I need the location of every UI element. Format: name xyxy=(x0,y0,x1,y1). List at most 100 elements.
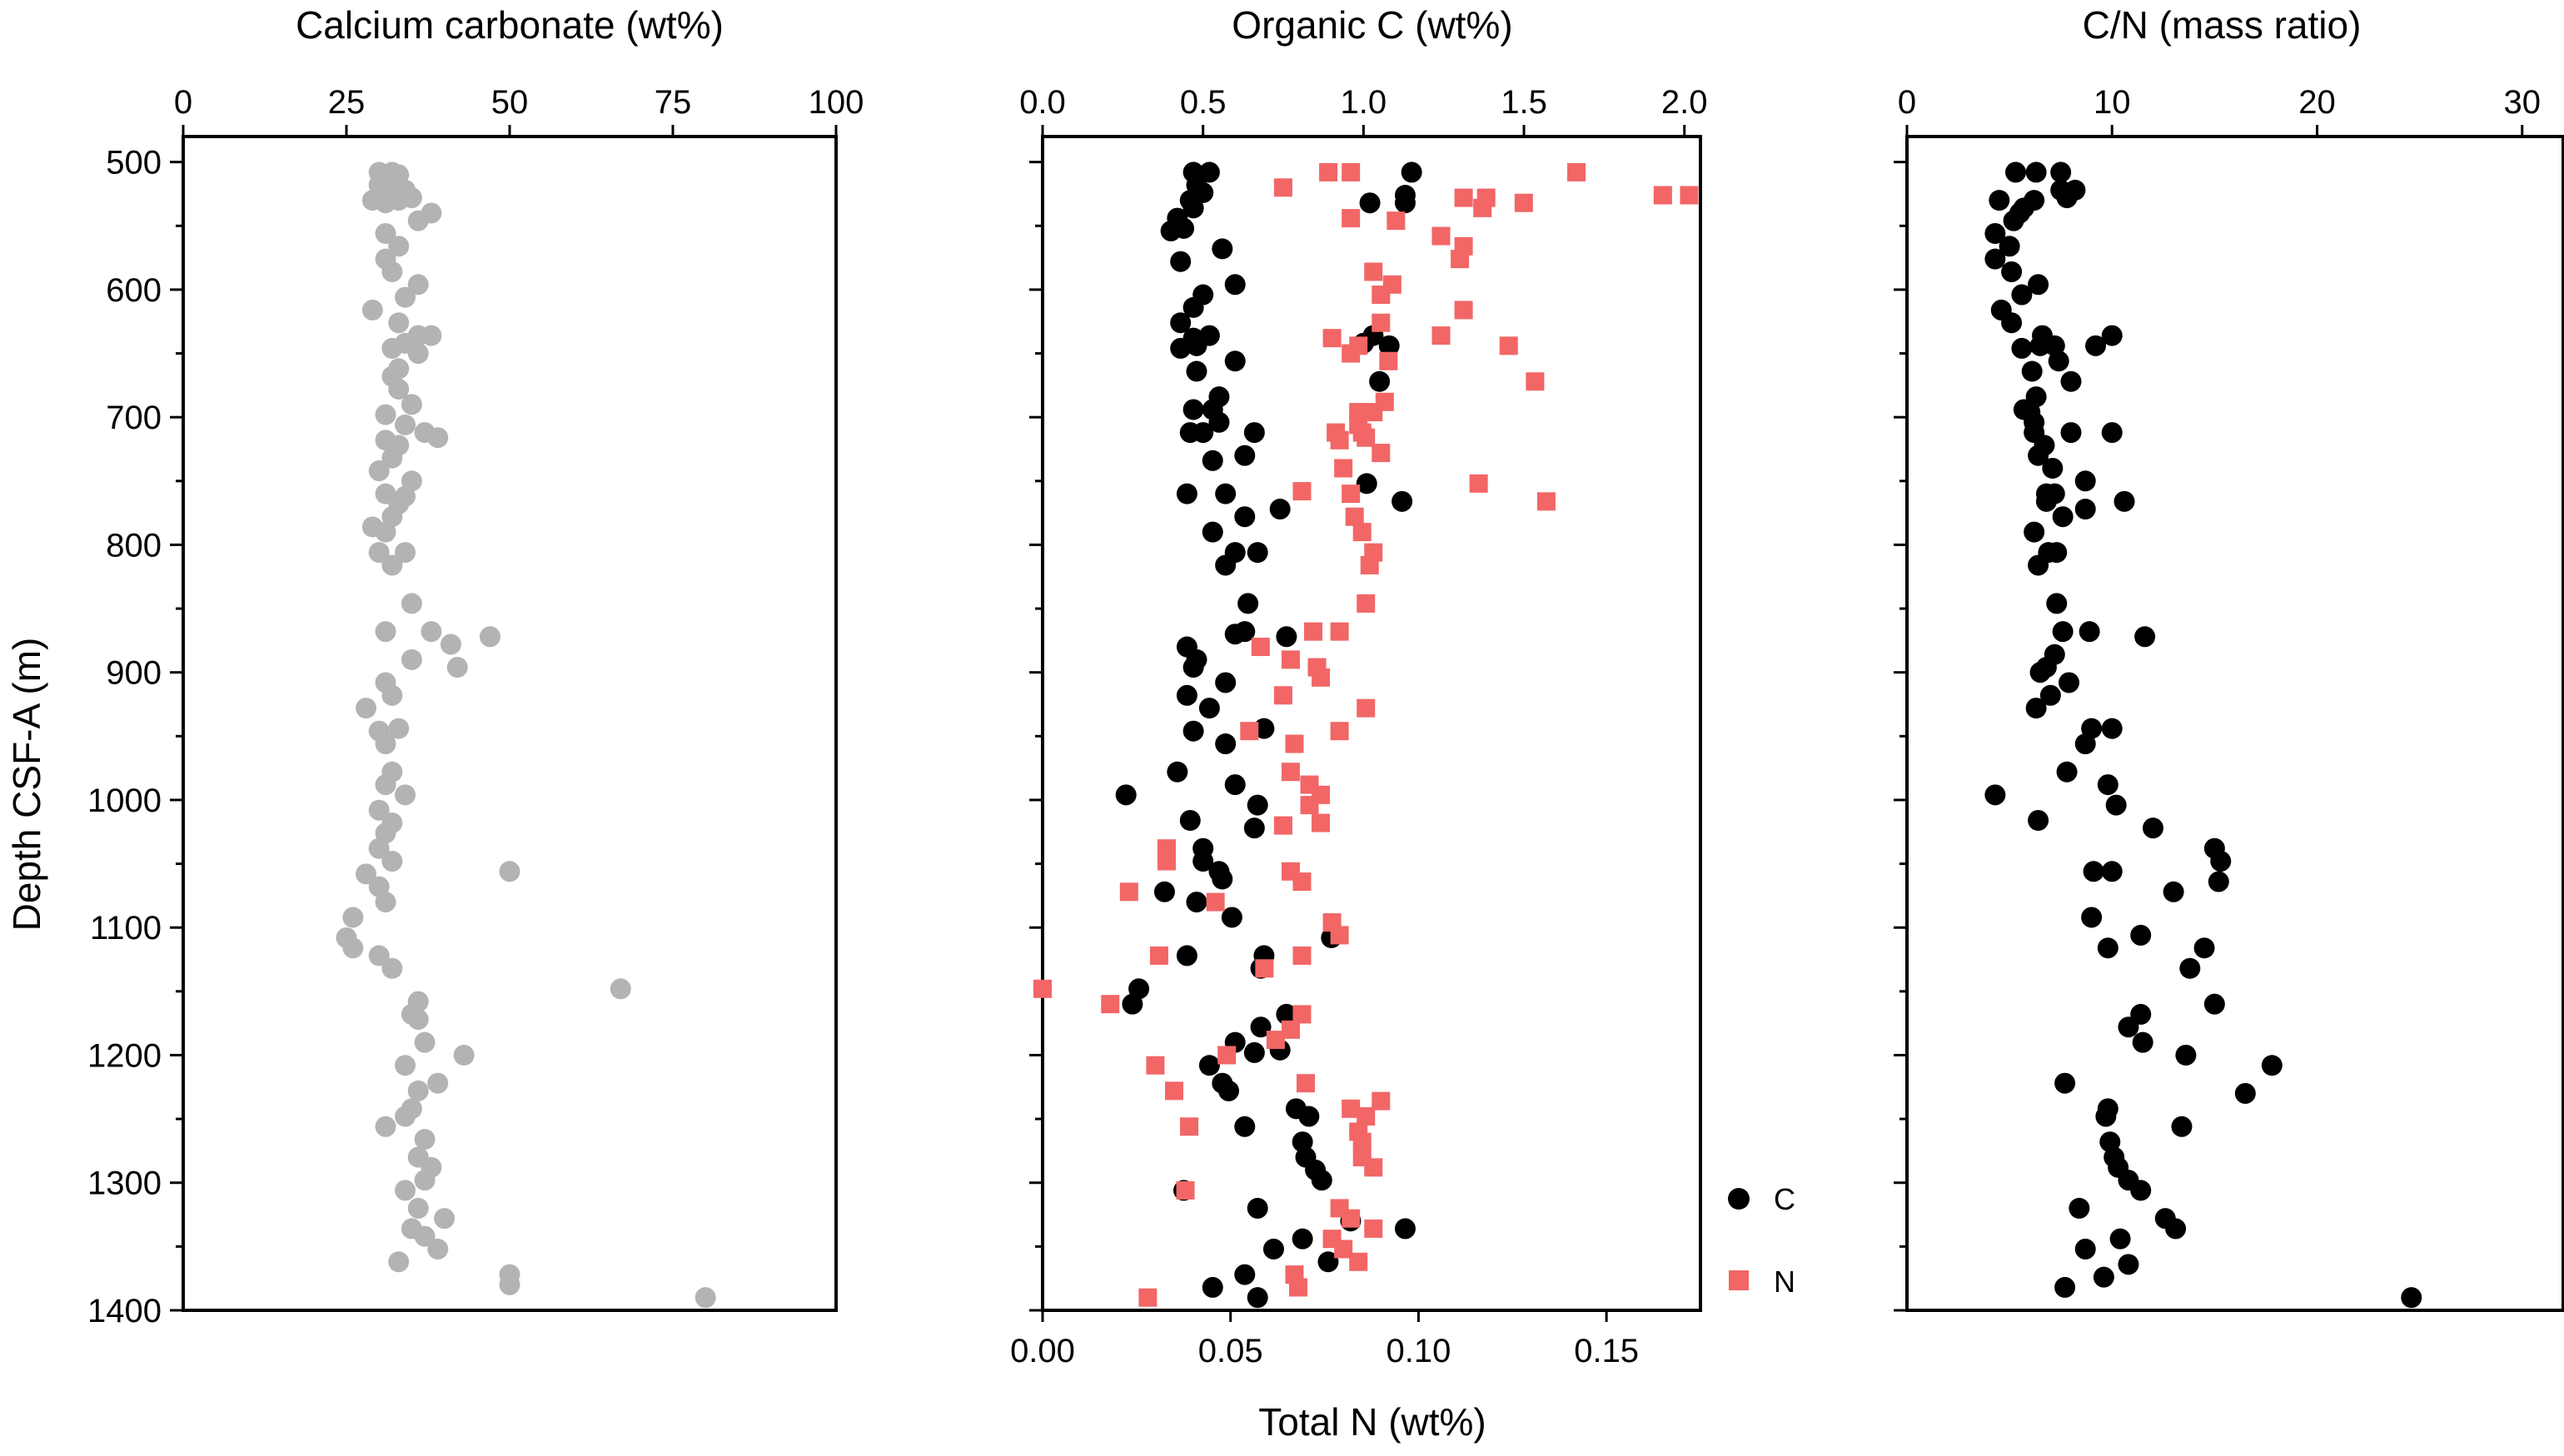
data-point-caco3 xyxy=(479,626,500,648)
depth-tick-label: 900 xyxy=(106,655,162,692)
data-point-caco3 xyxy=(407,1080,429,1101)
tick-layer: 0 25 50 75 100500600700800900100011001200130… xyxy=(87,84,2541,1369)
data-point-c xyxy=(1186,892,1207,913)
data-point-c xyxy=(1186,360,1207,382)
data-point-c xyxy=(1202,1276,1223,1298)
data-point-cn xyxy=(2056,761,2078,783)
depth-tick-label: 1000 xyxy=(87,783,162,819)
data-point-cn xyxy=(2074,1238,2096,1260)
data-point-cn xyxy=(2039,684,2061,706)
data-point-caco3 xyxy=(368,460,390,482)
depth-tick-label: 1100 xyxy=(90,910,162,947)
panel3-top-tick-label: 20 xyxy=(2298,84,2336,121)
data-point-n xyxy=(1473,198,1492,217)
data-point-cn xyxy=(2024,521,2045,543)
data-point-c xyxy=(1401,162,1422,183)
data-point-c xyxy=(1276,1003,1297,1025)
legend-label-c: C xyxy=(1774,1182,1795,1216)
data-point-n xyxy=(1300,796,1319,815)
panel2-top-tick-label: 0.0 xyxy=(1019,84,1066,121)
data-point-c xyxy=(1176,684,1197,706)
data-point-n xyxy=(1431,326,1451,345)
data-point-caco3 xyxy=(695,1287,716,1309)
data-point-n xyxy=(1176,1180,1195,1200)
panel1-top-tick-label: 25 xyxy=(328,84,366,121)
data-point-n xyxy=(1101,995,1120,1014)
data-point-cn xyxy=(2079,621,2100,643)
data-point-cn xyxy=(2175,1044,2197,1066)
data-point-c xyxy=(1218,1080,1240,1101)
data-point-caco3 xyxy=(414,1225,436,1247)
data-point-n xyxy=(1273,686,1292,705)
data-point-c xyxy=(1247,794,1268,816)
data-point-caco3 xyxy=(414,1170,436,1191)
data-point-c xyxy=(1215,733,1237,755)
data-point-caco3 xyxy=(395,1106,416,1127)
data-point-n xyxy=(1273,816,1292,835)
data-point-cn xyxy=(2052,506,2074,528)
data-point-c xyxy=(1269,499,1291,520)
data-point-n xyxy=(1157,852,1176,871)
data-point-n xyxy=(1364,1158,1383,1177)
data-point-caco3 xyxy=(407,343,429,365)
data-point-n xyxy=(1304,622,1323,641)
panel2-top-tick-label: 2.0 xyxy=(1661,84,1708,121)
data-point-c xyxy=(1198,162,1220,183)
data-point-c xyxy=(1182,720,1204,742)
data-point-cn xyxy=(2171,1116,2193,1137)
data-point-n xyxy=(1382,275,1401,294)
data-point-caco3 xyxy=(381,684,403,706)
data-point-cn xyxy=(2134,626,2156,648)
data-point-n xyxy=(1288,1278,1307,1297)
depth-tick-label: 800 xyxy=(106,527,162,564)
data-point-n xyxy=(1372,1091,1391,1111)
data-point-c xyxy=(1243,1041,1265,1063)
data-point-n xyxy=(1357,428,1376,447)
data-point-c xyxy=(1224,350,1246,372)
data-point-cn xyxy=(1984,248,2006,270)
data-point-c xyxy=(1392,490,1413,512)
data-point-caco3 xyxy=(375,774,396,796)
data-point-n xyxy=(1653,186,1672,205)
data-point-c xyxy=(1276,626,1297,648)
data-point-caco3 xyxy=(375,1116,396,1137)
data-point-n xyxy=(1364,1219,1383,1238)
data-point-caco3 xyxy=(395,784,416,806)
data-point-n xyxy=(1342,1209,1361,1228)
data-point-caco3 xyxy=(414,1129,436,1150)
data-point-cn xyxy=(1984,784,2006,806)
data-point-cn xyxy=(2001,261,2023,282)
data-point-c xyxy=(1192,851,1214,872)
data-point-cn xyxy=(2093,1266,2114,1288)
data-point-cn xyxy=(2074,733,2096,755)
data-point-n xyxy=(1345,507,1364,526)
data-point-c xyxy=(1234,506,1256,528)
data-point-cn xyxy=(2028,274,2049,296)
data-point-cn xyxy=(2101,325,2123,346)
data-point-caco3 xyxy=(407,1197,429,1219)
data-point-c xyxy=(1237,593,1259,614)
data-point-cn xyxy=(2060,370,2082,392)
data-point-caco3 xyxy=(375,222,396,244)
panel1-title: Calcium carbonate (wt%) xyxy=(296,3,724,47)
data-point-n xyxy=(1138,1288,1158,1307)
data-point-c xyxy=(1234,1116,1256,1137)
data-point-n xyxy=(1342,344,1361,363)
data-point-n xyxy=(1292,946,1312,965)
depth-tick-label: 1200 xyxy=(87,1037,162,1074)
data-point-caco3 xyxy=(368,542,390,564)
data-point-c xyxy=(1173,217,1195,239)
data-point-cn xyxy=(2054,1276,2076,1298)
data-point-n xyxy=(1292,872,1312,892)
data-point-n xyxy=(1217,1046,1237,1065)
data-point-n xyxy=(1454,188,1473,207)
data-point-caco3 xyxy=(446,657,468,678)
data-point-caco3 xyxy=(375,621,396,643)
depth-tick-label: 600 xyxy=(106,272,162,309)
data-point-cn xyxy=(2069,1197,2090,1219)
data-point-n xyxy=(1281,650,1300,669)
data-point-cn xyxy=(2025,698,2047,719)
data-point-caco3 xyxy=(375,430,396,451)
data-point-cn xyxy=(2060,422,2082,444)
data-point-cn xyxy=(2046,542,2068,564)
